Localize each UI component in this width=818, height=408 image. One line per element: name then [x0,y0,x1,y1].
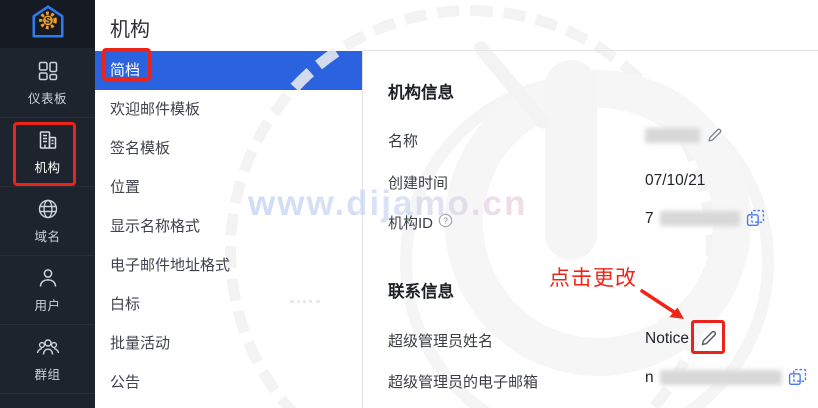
user-icon [36,266,60,290]
label-org-id: 机构ID ? [388,212,453,233]
value-name [645,127,723,144]
copy-icon[interactable] [788,368,807,387]
header-divider [362,50,818,51]
copy-icon[interactable] [746,209,765,228]
edit-pencil-icon[interactable] [699,329,718,348]
value-super-admin-name: Notice [645,329,718,348]
sidebar-item-label: 用户 [34,298,61,313]
app-logo[interactable]: S [0,0,95,48]
value-created-time: 07/10/21 [645,172,706,189]
sidebar-item-organization[interactable]: 机构 [0,117,95,187]
watermark-thin-circle [400,75,774,408]
menu-item-label: 简档 [110,62,141,79]
annotation-arrow [640,289,684,319]
super-admin-name-text: Notice [645,329,689,347]
sidebar-item-users[interactable]: 用户 [0,255,95,325]
menu-item-white-label[interactable]: 白标 [95,285,362,324]
section-title-org-info: 机构信息 [388,84,454,102]
sidebar-item-label: 群组 [34,367,61,382]
menu-item-label: 批量活动 [110,335,171,352]
menu-item-label: 显示名称格式 [110,218,201,235]
value-org-id: 7 [645,209,765,228]
redacted-email-value [659,370,782,385]
groups-icon [35,335,61,359]
sidebar-item-label: 机构 [34,160,61,175]
label-created-time: 创建时间 [388,175,449,192]
organization-icon [36,128,60,152]
annotation-click-to-change: 点击更改 [549,267,637,290]
page-title: 机构 [110,19,150,41]
menu-item-location[interactable]: 位置 [95,168,362,207]
label-org-id-text: 机构ID [388,215,434,232]
organization-menu: 简档 欢迎邮件模板 签名模板 位置 显示名称格式 电子邮件地址格式 白标 批量活… [95,51,362,402]
label-super-admin-email: 超级管理员的电子邮箱 [388,374,539,391]
menu-item-label: 位置 [110,179,141,196]
menu-item-profile[interactable]: 简档 [95,51,362,90]
value-super-admin-email: n [645,368,807,387]
menu-item-label: 签名模板 [110,140,171,157]
sidebar-item-label: 域名 [34,229,61,244]
sidebar-item-label: 仪表板 [27,91,67,106]
watermark-slash [471,38,553,132]
menu-item-label: 白标 [110,296,141,313]
section-title-contact-info: 联系信息 [388,283,454,301]
label-super-admin-name: 超级管理员姓名 [388,333,494,350]
panel-divider [362,50,363,408]
watermark-stem [545,60,597,260]
menu-item-signature-template[interactable]: 签名模板 [95,129,362,168]
menu-item-label: 电子邮件地址格式 [110,257,231,274]
home-gear-logo-icon: S [29,3,67,46]
menu-item-label: 公告 [110,374,141,391]
sidebar-item-groups[interactable]: 群组 [0,324,95,394]
dashboard-icon [36,59,60,83]
org-id-prefix: 7 [645,209,654,227]
domain-globe-icon [36,197,60,221]
svg-text:?: ? [443,215,448,225]
menu-item-announcement[interactable]: 公告 [95,363,362,402]
menu-item-bulk-activity[interactable]: 批量活动 [95,324,362,363]
menu-item-display-name-format[interactable]: 显示名称格式 [95,207,362,246]
sidebar-item-domain[interactable]: 域名 [0,186,95,256]
menu-item-label: 欢迎邮件模板 [110,101,201,118]
redacted-org-id-value [659,211,740,226]
help-circle-icon[interactable]: ? [438,213,453,232]
label-name: 名称 [388,133,419,150]
primary-sidebar: S 仪表板 [0,0,95,408]
sidebar-item-dashboard[interactable]: 仪表板 [0,48,95,118]
redacted-name-value [645,128,700,143]
menu-item-email-address-format[interactable]: 电子邮件地址格式 [95,246,362,285]
super-admin-email-prefix: n [645,368,654,386]
svg-text:S: S [45,15,51,25]
edit-pencil-icon[interactable] [706,127,723,144]
menu-item-welcome-email-template[interactable]: 欢迎邮件模板 [95,90,362,129]
